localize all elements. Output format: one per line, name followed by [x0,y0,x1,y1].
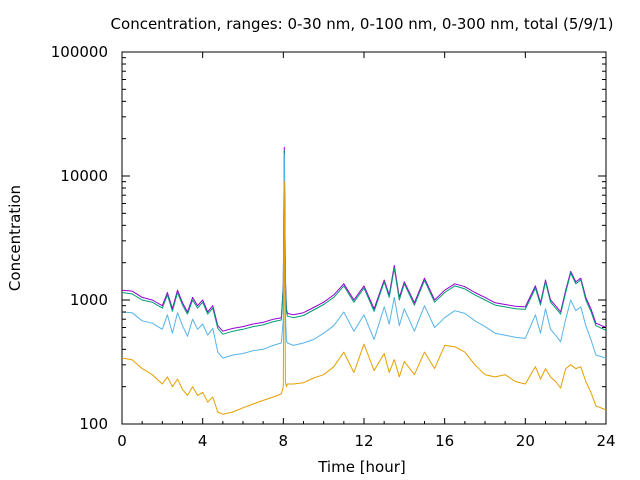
x-tick-label: 20 [516,432,535,450]
y-tick-label: 100000 [51,43,108,61]
chart-title: Concentration, ranges: 0-30 nm, 0-100 nm… [111,15,614,33]
y-axis-label: Concentration [6,185,24,291]
x-tick-label: 0 [117,432,127,450]
x-axis-label: Time [hour] [317,458,406,476]
x-tick-label: 12 [354,432,373,450]
x-tick-label: 16 [435,432,454,450]
x-tick-label: 24 [596,432,615,450]
series-line-4 [121,181,607,415]
y-tick-label: 100 [79,415,108,433]
x-tick-label: 8 [279,432,289,450]
series-line-3 [121,153,607,359]
y-tick-label: 10000 [60,167,108,185]
series-line-2 [121,150,607,335]
y-tick-label: 1000 [70,291,108,309]
axis-layer: 0 4 8 12 16 20 24 100 1000 10000 100000 [51,43,616,450]
plot-frame [121,51,607,425]
x-tick-label: 4 [198,432,208,450]
series-layer [121,146,607,415]
